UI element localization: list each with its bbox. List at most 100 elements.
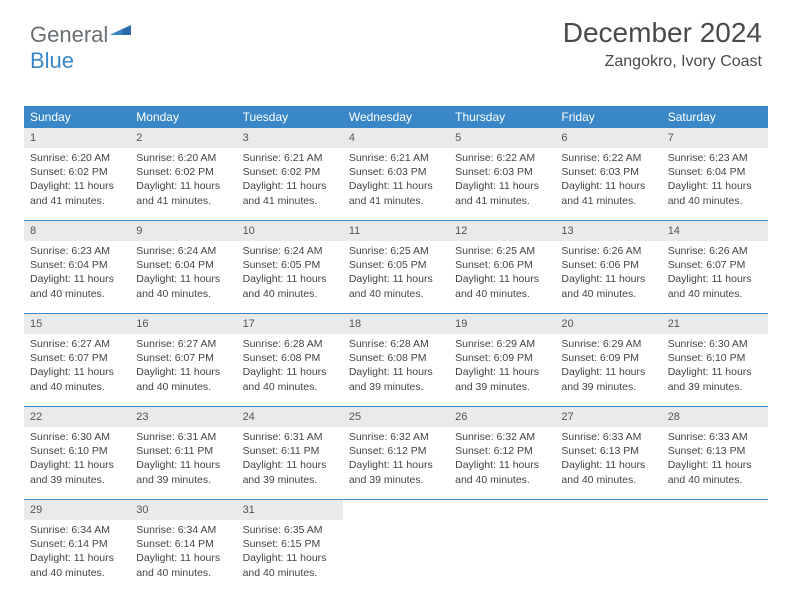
calendar-cell: 6Sunrise: 6:22 AMSunset: 6:03 PMDaylight… bbox=[555, 128, 661, 221]
day-body: Sunrise: 6:26 AMSunset: 6:06 PMDaylight:… bbox=[555, 241, 661, 306]
sunset-text: Sunset: 6:11 PM bbox=[243, 444, 337, 458]
sunset-text: Sunset: 6:12 PM bbox=[455, 444, 549, 458]
day-number: 7 bbox=[662, 128, 768, 148]
calendar-cell: 12Sunrise: 6:25 AMSunset: 6:06 PMDayligh… bbox=[449, 221, 555, 314]
calendar-cell: 19Sunrise: 6:29 AMSunset: 6:09 PMDayligh… bbox=[449, 314, 555, 407]
day-body: Sunrise: 6:30 AMSunset: 6:10 PMDaylight:… bbox=[662, 334, 768, 399]
daylight-text-2: and 41 minutes. bbox=[243, 194, 337, 208]
sunrise-text: Sunrise: 6:23 AM bbox=[30, 244, 124, 258]
calendar-cell bbox=[449, 500, 555, 593]
sunrise-text: Sunrise: 6:34 AM bbox=[136, 523, 230, 537]
daylight-text-2: and 39 minutes. bbox=[30, 473, 124, 487]
day-number: 1 bbox=[24, 128, 130, 148]
day-number: 12 bbox=[449, 221, 555, 241]
daylight-text-2: and 40 minutes. bbox=[455, 473, 549, 487]
daylight-text-1: Daylight: 11 hours bbox=[455, 458, 549, 472]
daylight-text-2: and 41 minutes. bbox=[561, 194, 655, 208]
day-number: 10 bbox=[237, 221, 343, 241]
calendar-row: 15Sunrise: 6:27 AMSunset: 6:07 PMDayligh… bbox=[24, 314, 768, 407]
daylight-text-2: and 39 minutes. bbox=[349, 380, 443, 394]
sunset-text: Sunset: 6:04 PM bbox=[136, 258, 230, 272]
day-number: 22 bbox=[24, 407, 130, 427]
calendar-cell: 11Sunrise: 6:25 AMSunset: 6:05 PMDayligh… bbox=[343, 221, 449, 314]
calendar-row: 29Sunrise: 6:34 AMSunset: 6:14 PMDayligh… bbox=[24, 500, 768, 593]
daylight-text-1: Daylight: 11 hours bbox=[455, 272, 549, 286]
calendar-cell bbox=[343, 500, 449, 593]
sunset-text: Sunset: 6:02 PM bbox=[136, 165, 230, 179]
daylight-text-1: Daylight: 11 hours bbox=[561, 365, 655, 379]
day-body: Sunrise: 6:23 AMSunset: 6:04 PMDaylight:… bbox=[24, 241, 130, 306]
daylight-text-2: and 40 minutes. bbox=[668, 473, 762, 487]
logo-flag-icon bbox=[110, 16, 132, 42]
sunset-text: Sunset: 6:07 PM bbox=[136, 351, 230, 365]
calendar-cell: 22Sunrise: 6:30 AMSunset: 6:10 PMDayligh… bbox=[24, 407, 130, 500]
daylight-text-1: Daylight: 11 hours bbox=[30, 551, 124, 565]
sunrise-text: Sunrise: 6:31 AM bbox=[136, 430, 230, 444]
dh-sat: Saturday bbox=[662, 106, 768, 128]
daylight-text-1: Daylight: 11 hours bbox=[136, 458, 230, 472]
day-body: Sunrise: 6:24 AMSunset: 6:05 PMDaylight:… bbox=[237, 241, 343, 306]
sunset-text: Sunset: 6:13 PM bbox=[668, 444, 762, 458]
calendar-cell: 30Sunrise: 6:34 AMSunset: 6:14 PMDayligh… bbox=[130, 500, 236, 593]
sunrise-text: Sunrise: 6:29 AM bbox=[561, 337, 655, 351]
day-body: Sunrise: 6:35 AMSunset: 6:15 PMDaylight:… bbox=[237, 520, 343, 585]
logo-part2: Blue bbox=[30, 48, 74, 73]
day-body: Sunrise: 6:21 AMSunset: 6:02 PMDaylight:… bbox=[237, 148, 343, 213]
daylight-text-1: Daylight: 11 hours bbox=[243, 179, 337, 193]
calendar-cell: 21Sunrise: 6:30 AMSunset: 6:10 PMDayligh… bbox=[662, 314, 768, 407]
daylight-text-2: and 40 minutes. bbox=[668, 287, 762, 301]
calendar-cell: 3Sunrise: 6:21 AMSunset: 6:02 PMDaylight… bbox=[237, 128, 343, 221]
calendar-cell: 13Sunrise: 6:26 AMSunset: 6:06 PMDayligh… bbox=[555, 221, 661, 314]
sunset-text: Sunset: 6:15 PM bbox=[243, 537, 337, 551]
sunrise-text: Sunrise: 6:27 AM bbox=[30, 337, 124, 351]
day-body: Sunrise: 6:34 AMSunset: 6:14 PMDaylight:… bbox=[130, 520, 236, 585]
daylight-text-1: Daylight: 11 hours bbox=[136, 365, 230, 379]
daylight-text-2: and 40 minutes. bbox=[243, 287, 337, 301]
calendar-cell: 1Sunrise: 6:20 AMSunset: 6:02 PMDaylight… bbox=[24, 128, 130, 221]
day-body: Sunrise: 6:22 AMSunset: 6:03 PMDaylight:… bbox=[449, 148, 555, 213]
day-body: Sunrise: 6:24 AMSunset: 6:04 PMDaylight:… bbox=[130, 241, 236, 306]
logo-part1: General bbox=[30, 22, 108, 47]
sunrise-text: Sunrise: 6:28 AM bbox=[243, 337, 337, 351]
dh-mon: Monday bbox=[130, 106, 236, 128]
daylight-text-1: Daylight: 11 hours bbox=[30, 365, 124, 379]
daylight-text-1: Daylight: 11 hours bbox=[668, 272, 762, 286]
day-number: 2 bbox=[130, 128, 236, 148]
calendar-cell: 16Sunrise: 6:27 AMSunset: 6:07 PMDayligh… bbox=[130, 314, 236, 407]
calendar-cell: 15Sunrise: 6:27 AMSunset: 6:07 PMDayligh… bbox=[24, 314, 130, 407]
day-body: Sunrise: 6:27 AMSunset: 6:07 PMDaylight:… bbox=[130, 334, 236, 399]
sunset-text: Sunset: 6:10 PM bbox=[668, 351, 762, 365]
daylight-text-2: and 39 minutes. bbox=[455, 380, 549, 394]
day-body: Sunrise: 6:32 AMSunset: 6:12 PMDaylight:… bbox=[343, 427, 449, 492]
daylight-text-2: and 40 minutes. bbox=[136, 380, 230, 394]
location: Zangokro, Ivory Coast bbox=[563, 53, 762, 71]
calendar-cell: 5Sunrise: 6:22 AMSunset: 6:03 PMDaylight… bbox=[449, 128, 555, 221]
header-right: December 2024 Zangokro, Ivory Coast bbox=[563, 18, 762, 71]
day-body: Sunrise: 6:25 AMSunset: 6:05 PMDaylight:… bbox=[343, 241, 449, 306]
sunset-text: Sunset: 6:05 PM bbox=[349, 258, 443, 272]
daylight-text-1: Daylight: 11 hours bbox=[30, 272, 124, 286]
sunset-text: Sunset: 6:14 PM bbox=[30, 537, 124, 551]
day-number: 31 bbox=[237, 500, 343, 520]
daylight-text-2: and 40 minutes. bbox=[136, 287, 230, 301]
day-body: Sunrise: 6:23 AMSunset: 6:04 PMDaylight:… bbox=[662, 148, 768, 213]
sunrise-text: Sunrise: 6:20 AM bbox=[30, 151, 124, 165]
day-body: Sunrise: 6:33 AMSunset: 6:13 PMDaylight:… bbox=[555, 427, 661, 492]
day-body: Sunrise: 6:31 AMSunset: 6:11 PMDaylight:… bbox=[130, 427, 236, 492]
daylight-text-2: and 40 minutes. bbox=[136, 566, 230, 580]
calendar-row: 1Sunrise: 6:20 AMSunset: 6:02 PMDaylight… bbox=[24, 128, 768, 221]
day-body: Sunrise: 6:29 AMSunset: 6:09 PMDaylight:… bbox=[555, 334, 661, 399]
daylight-text-2: and 41 minutes. bbox=[30, 194, 124, 208]
sunrise-text: Sunrise: 6:32 AM bbox=[455, 430, 549, 444]
daylight-text-1: Daylight: 11 hours bbox=[136, 179, 230, 193]
sunset-text: Sunset: 6:08 PM bbox=[349, 351, 443, 365]
calendar-cell: 4Sunrise: 6:21 AMSunset: 6:03 PMDaylight… bbox=[343, 128, 449, 221]
sunrise-text: Sunrise: 6:22 AM bbox=[561, 151, 655, 165]
day-body: Sunrise: 6:27 AMSunset: 6:07 PMDaylight:… bbox=[24, 334, 130, 399]
daylight-text-2: and 39 minutes. bbox=[243, 473, 337, 487]
day-number: 4 bbox=[343, 128, 449, 148]
dh-wed: Wednesday bbox=[343, 106, 449, 128]
day-number: 13 bbox=[555, 221, 661, 241]
calendar-cell: 14Sunrise: 6:26 AMSunset: 6:07 PMDayligh… bbox=[662, 221, 768, 314]
calendar-cell bbox=[662, 500, 768, 593]
